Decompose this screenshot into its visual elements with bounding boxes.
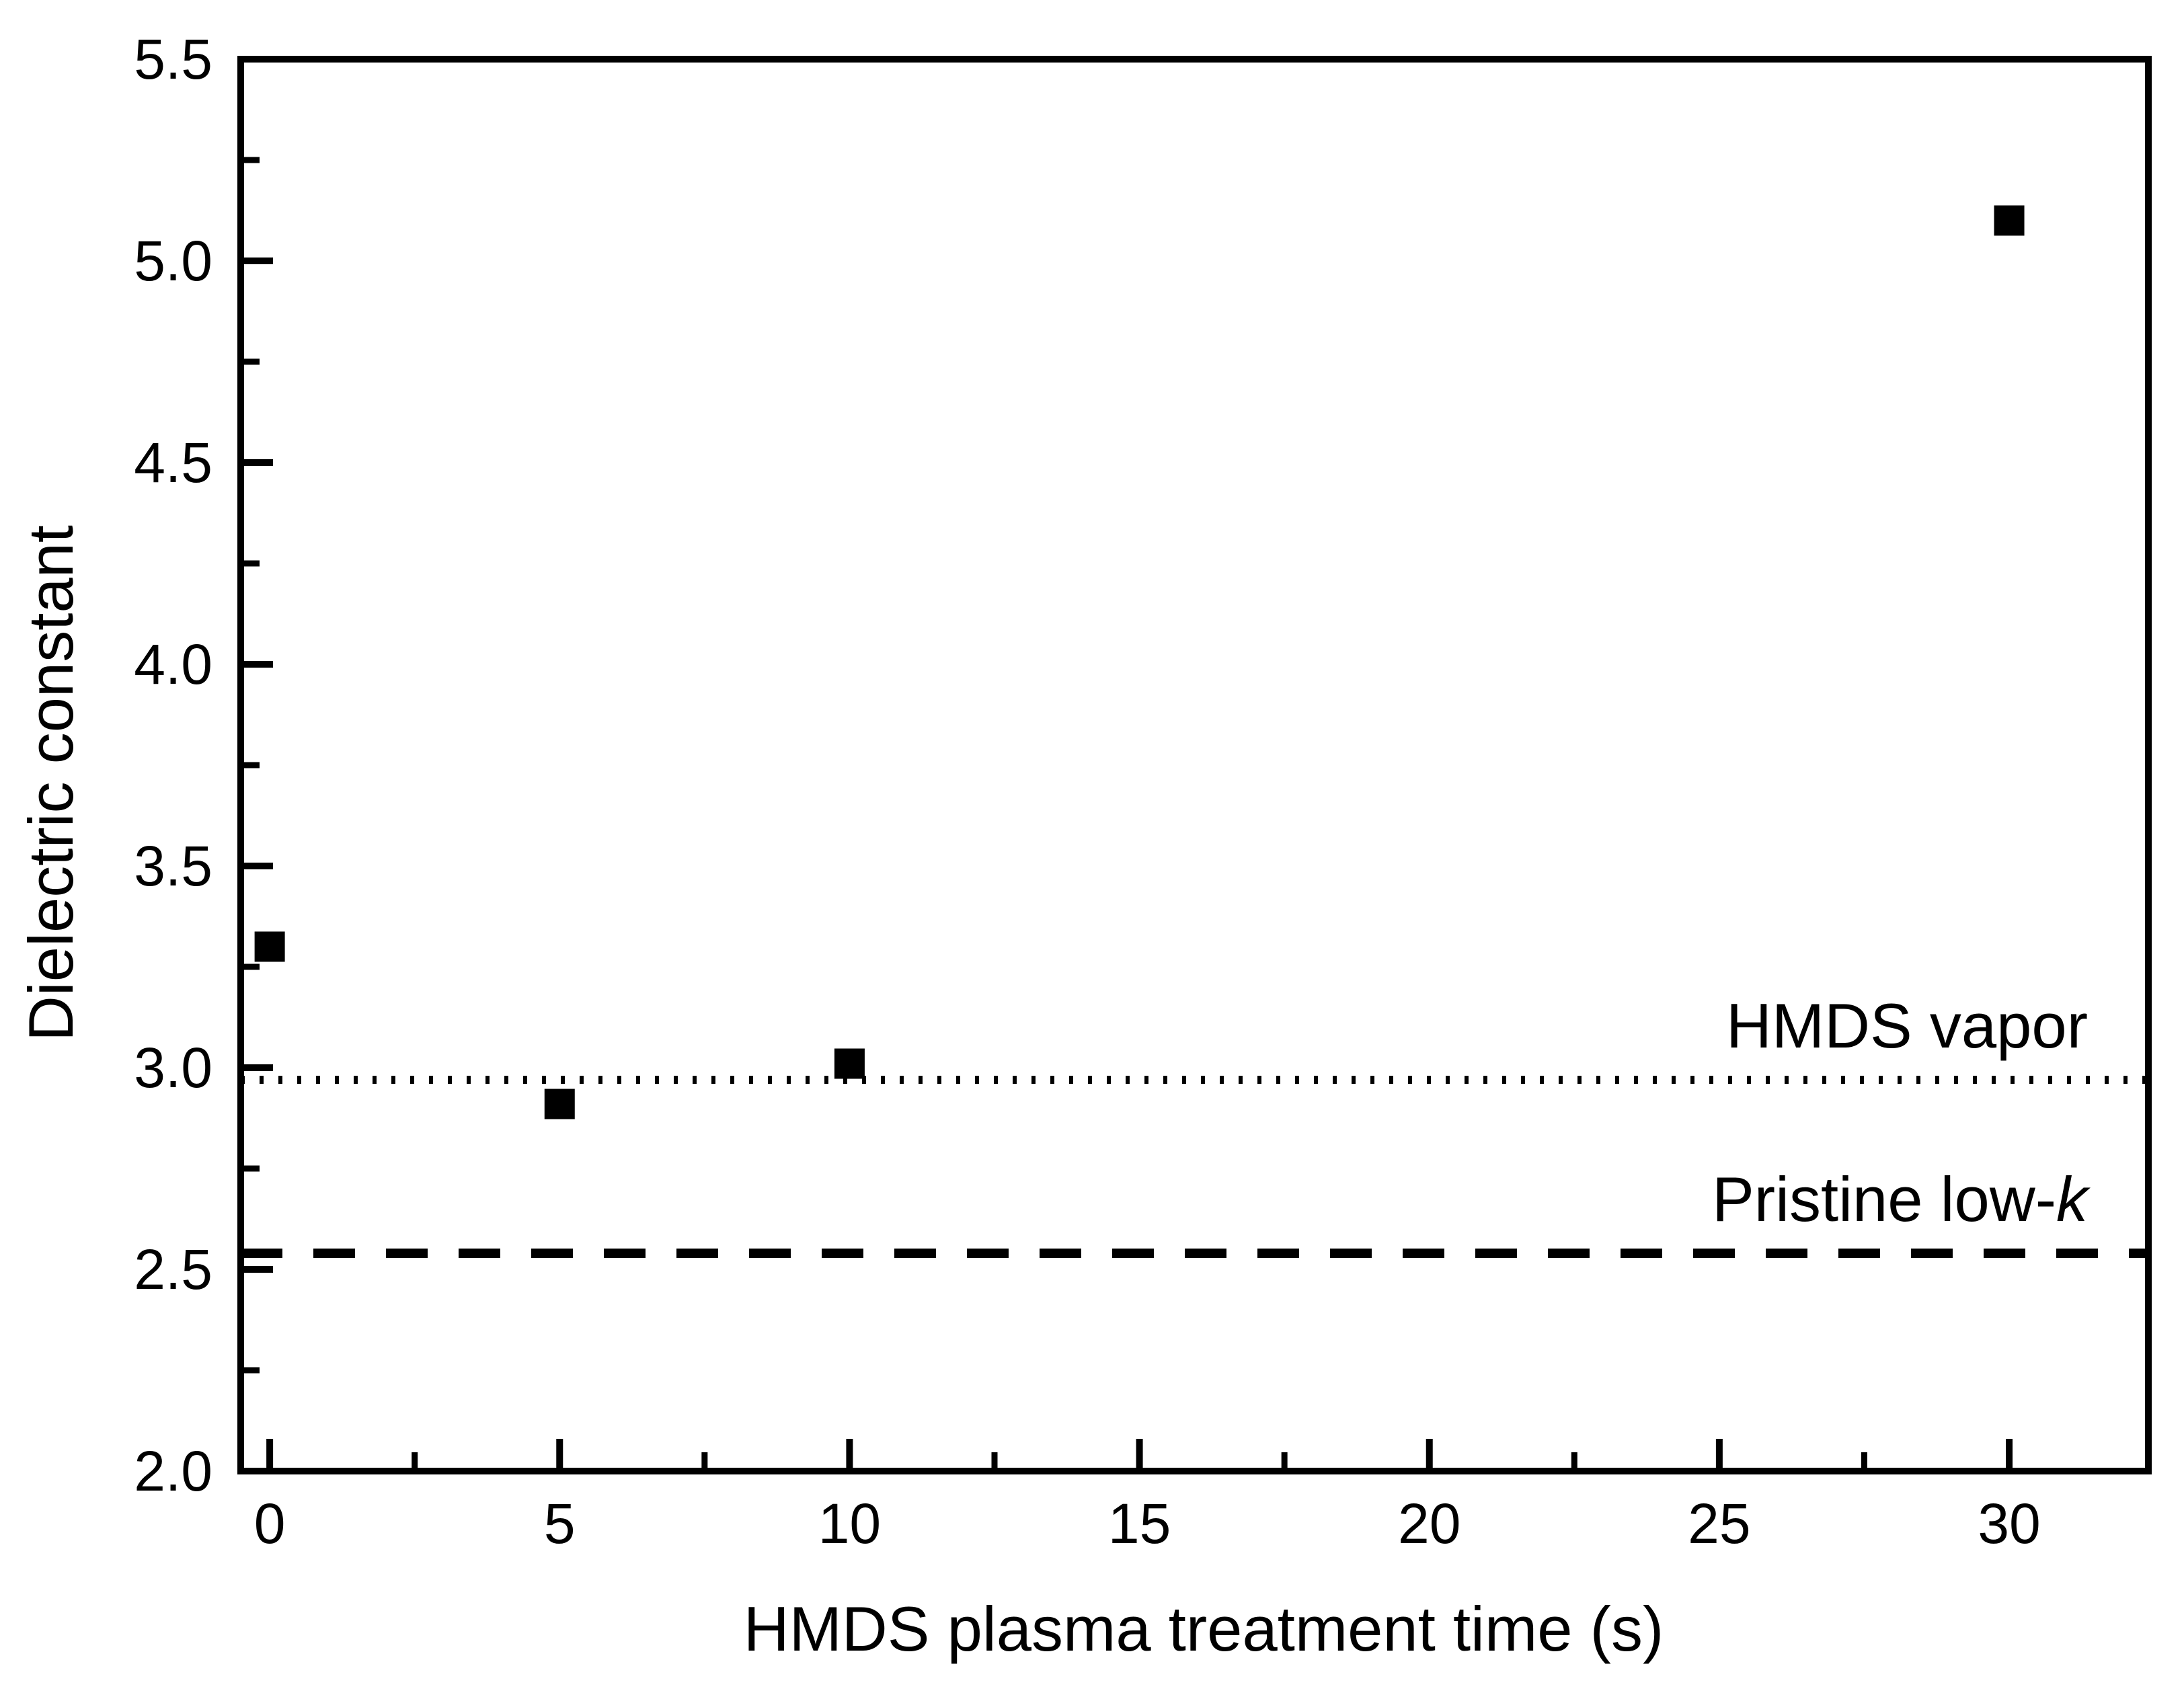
- x-tick-label: 5: [544, 1492, 576, 1555]
- pristine-lowk-label: Pristine low-k: [1712, 1164, 2091, 1234]
- pristine-lowk-label-prefix: Pristine low-: [1712, 1164, 2056, 1234]
- y-tick-label: 4.5: [134, 431, 212, 494]
- y-tick-label: 5.0: [134, 229, 212, 292]
- pristine-lowk-label-k: k: [2056, 1164, 2091, 1234]
- hmds-vapor-label: HMDS vapor: [1726, 990, 2088, 1061]
- y-tick-label: 5.5: [134, 28, 212, 91]
- x-axis-title: HMDS plasma treatment time (s): [744, 1593, 1664, 1664]
- y-tick-label: 2.5: [134, 1238, 212, 1301]
- x-tick-label: 20: [1398, 1492, 1460, 1555]
- data-points-group: [254, 205, 2025, 1119]
- x-tick-label: 10: [818, 1492, 881, 1555]
- data-point-marker: [254, 931, 285, 962]
- data-point-marker: [1994, 205, 2025, 236]
- data-point-marker: [544, 1089, 575, 1119]
- y-tick-label: 2.0: [134, 1439, 212, 1503]
- x-tick-label: 15: [1108, 1492, 1171, 1555]
- plot-area: [237, 56, 2152, 1474]
- x-tick-label: 0: [254, 1492, 286, 1555]
- y-tick-label: 4.0: [134, 633, 212, 696]
- y-axis: 2.0 2.5 3.0 3.5 4.0 4.5 5.0 5.5: [134, 28, 273, 1503]
- x-axis: 0 5 10 15 20 25 30: [254, 1439, 2041, 1555]
- reference-lines-group: [241, 1076, 2148, 1258]
- x-tick-label: 25: [1688, 1492, 1750, 1555]
- data-point-marker: [834, 1048, 865, 1079]
- y-axis-title: Dielectric constant: [15, 525, 86, 1041]
- x-tick-label: 30: [1978, 1492, 2040, 1555]
- y-tick-label: 3.5: [134, 834, 212, 898]
- y-tick-label: 3.0: [134, 1036, 212, 1099]
